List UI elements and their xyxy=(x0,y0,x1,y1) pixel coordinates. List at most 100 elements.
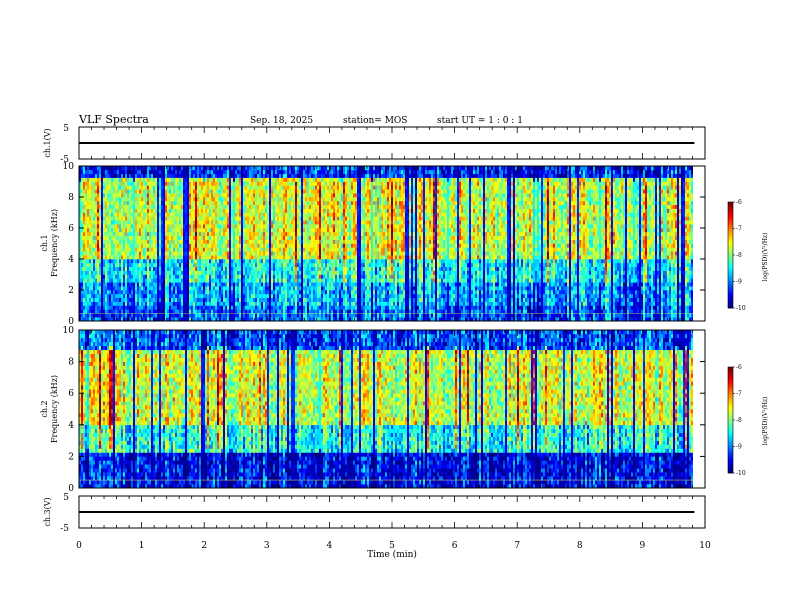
spectrogram-cell xyxy=(117,224,119,229)
spectrogram-cell xyxy=(297,266,299,271)
spectrogram-cell xyxy=(233,169,235,175)
spectrogram-cell xyxy=(139,251,141,256)
spectrogram-cell xyxy=(313,243,315,248)
spectrogram-cell xyxy=(267,297,269,302)
spectrogram-cell xyxy=(193,166,195,171)
spectrogram-cell xyxy=(185,313,187,318)
spectrogram-cell xyxy=(205,259,207,264)
spectrogram-cell xyxy=(145,166,147,171)
spectrogram-cell xyxy=(229,262,231,268)
spectrogram-cell xyxy=(239,212,241,217)
spectrogram-cell xyxy=(211,317,213,322)
spectrogram-cell xyxy=(119,247,121,252)
spectrogram-cell xyxy=(323,169,325,175)
spectrogram-cell xyxy=(81,224,83,229)
spectrogram-cell xyxy=(281,197,283,202)
spectrogram-cell xyxy=(237,193,239,198)
spectrogram-cell xyxy=(191,259,193,264)
spectrogram-cell xyxy=(173,278,175,283)
spectrogram-cell xyxy=(235,266,237,271)
spectrogram-cell xyxy=(123,239,125,244)
spectrogram-cell xyxy=(203,177,205,182)
spectrogram-cell xyxy=(205,301,207,306)
spectrogram-cell xyxy=(201,228,203,233)
spectrogram-cell xyxy=(189,297,191,302)
spectrogram-cell xyxy=(285,177,287,182)
spectrogram-cell xyxy=(83,297,85,302)
spectrogram-cell xyxy=(139,235,141,240)
spectrogram-cell xyxy=(153,228,155,233)
spectrogram-cell xyxy=(219,259,221,264)
spectrogram-cell xyxy=(275,197,277,202)
spectrogram-cell xyxy=(205,224,207,229)
spectrogram-cell xyxy=(125,220,127,225)
spectrogram-cell xyxy=(145,173,147,178)
spectrogram-cell xyxy=(147,220,149,225)
spectrogram-cell xyxy=(301,255,303,260)
spectrogram-cell xyxy=(287,270,289,275)
spectrogram-cell xyxy=(181,216,183,221)
spectrogram-cell xyxy=(231,193,233,198)
spectrogram-cell xyxy=(179,200,181,206)
spectrogram-cell xyxy=(317,228,319,233)
spectrogram-cell xyxy=(245,212,247,217)
spectrogram-cell xyxy=(275,216,277,221)
spectrogram-cell xyxy=(147,177,149,182)
spectrogram-cell xyxy=(313,317,315,322)
spectrogram-cell xyxy=(171,228,173,233)
spectrogram-cell xyxy=(157,255,159,260)
spectrogram-cell xyxy=(85,231,87,237)
spectrogram-cell xyxy=(169,189,171,194)
spectrogram-cell xyxy=(121,239,123,244)
spectrogram-cell xyxy=(319,259,321,264)
spectrogram-cell xyxy=(133,274,135,279)
spectrogram-cell xyxy=(181,305,183,310)
spectrogram-cell xyxy=(207,177,209,182)
spectrogram-cell xyxy=(191,228,193,233)
spectrogram-cell xyxy=(111,243,113,248)
spectrogram-cell xyxy=(241,290,243,295)
spectrogram-cell xyxy=(193,177,195,182)
spectrogram-cell xyxy=(297,286,299,291)
spectrogram-cell xyxy=(85,181,87,186)
spectrogram-cell xyxy=(101,197,103,202)
spectrogram-cell xyxy=(255,166,257,171)
spectrogram-cell xyxy=(205,212,207,217)
spectrogram-cell xyxy=(265,313,267,318)
spectrogram-cell xyxy=(177,228,179,233)
spectrogram-cell xyxy=(141,220,143,225)
spectrogram-cell xyxy=(83,262,85,268)
spectrogram-cell xyxy=(103,255,105,260)
spectrogram-cell xyxy=(287,173,289,178)
spectrogram-cell xyxy=(263,262,265,268)
spectrogram-cell xyxy=(323,208,325,213)
spectrogram-cell xyxy=(167,243,169,248)
spectrogram-cell xyxy=(129,266,131,271)
spectrogram-cell xyxy=(253,301,255,306)
spectrogram-cell xyxy=(121,169,123,175)
spectrogram-cell xyxy=(97,317,99,322)
spectrogram-cell xyxy=(83,228,85,233)
spectrogram-cell xyxy=(259,259,261,264)
spectrogram-cell xyxy=(169,181,171,186)
spectrogram-cell xyxy=(231,239,233,244)
spectrogram-cell xyxy=(247,189,249,194)
spectrogram-cell xyxy=(203,262,205,268)
spectrogram-cell xyxy=(151,255,153,260)
spectrogram-cell xyxy=(89,305,91,310)
spectrogram-cell xyxy=(79,301,81,306)
spectrogram-cell xyxy=(325,297,327,302)
spectrogram-cell xyxy=(317,204,319,209)
spectrogram-cell xyxy=(223,317,225,322)
spectrogram-cell xyxy=(79,189,81,194)
spectrogram-cell xyxy=(111,239,113,244)
spectrogram-cell xyxy=(297,290,299,295)
spectrogram-cell xyxy=(271,185,273,190)
spectrogram-cell xyxy=(163,235,165,240)
spectrogram-cell xyxy=(177,274,179,279)
spectrogram-cell xyxy=(205,313,207,318)
spectrogram-cell xyxy=(243,231,245,237)
spectrogram-cell xyxy=(163,293,165,299)
spectrogram-cell xyxy=(269,204,271,209)
spectrogram-cell xyxy=(207,173,209,178)
